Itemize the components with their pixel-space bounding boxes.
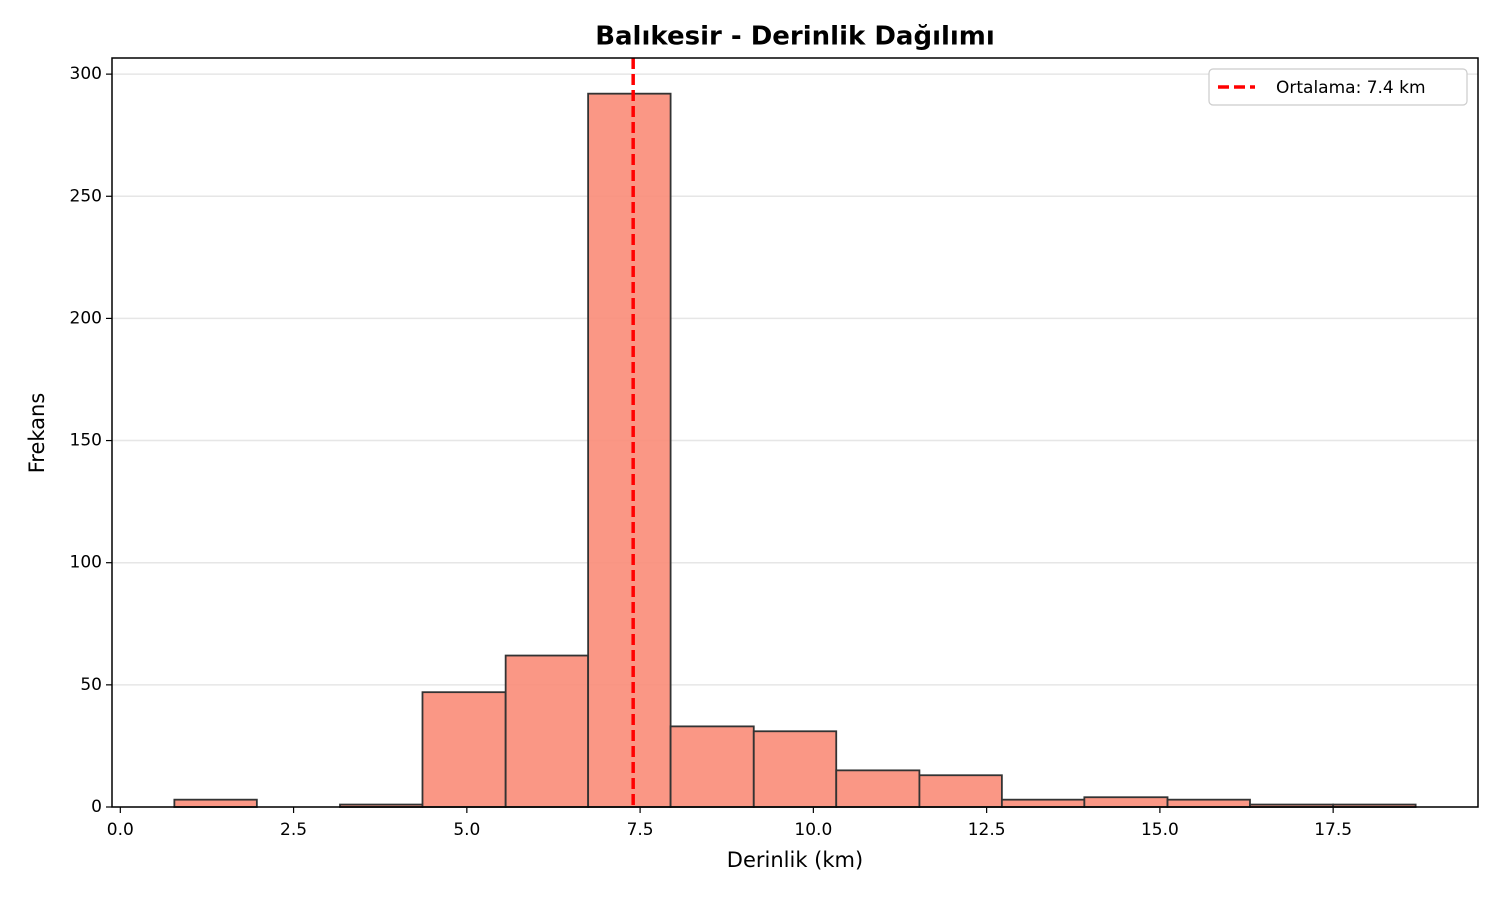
y-axis-label: Frekans	[25, 393, 49, 474]
bar	[752, 730, 838, 808]
y-tick-label: 150	[70, 431, 102, 451]
bar	[504, 654, 590, 808]
bar	[918, 774, 1003, 808]
y-tick-label: 250	[70, 186, 102, 206]
bar	[1000, 798, 1086, 808]
bar	[587, 92, 672, 808]
y-tick-label: 50	[80, 675, 102, 695]
chart-title: Balıkesir - Derinlik Dağılımı	[595, 22, 995, 52]
x-tick-label: 10.0	[794, 820, 832, 840]
y-tick-label: 300	[70, 64, 102, 84]
x-tick-label: 17.5	[1314, 820, 1352, 840]
legend-label: Ortalama: 7.4 km	[1276, 78, 1426, 98]
x-tick-label: 2.5	[280, 820, 307, 840]
x-tick-label: 0.0	[107, 820, 134, 840]
x-tick-label: 12.5	[968, 820, 1006, 840]
y-tick-label: 200	[70, 308, 102, 328]
x-tick-label: 7.5	[627, 820, 654, 840]
legend-box	[1208, 68, 1468, 106]
bar	[173, 798, 258, 808]
x-axis-label: Derinlik (km)	[727, 848, 863, 872]
bar	[421, 691, 507, 808]
y-tick-label: 100	[70, 553, 102, 573]
y-tick-label: 0	[91, 797, 102, 817]
bar	[1083, 796, 1169, 808]
x-tick-label: 15.0	[1141, 820, 1179, 840]
x-tick-label: 5.0	[453, 820, 480, 840]
bar	[669, 725, 755, 808]
bar	[1166, 798, 1251, 808]
bar	[835, 769, 921, 808]
plot-frame	[111, 57, 1479, 808]
